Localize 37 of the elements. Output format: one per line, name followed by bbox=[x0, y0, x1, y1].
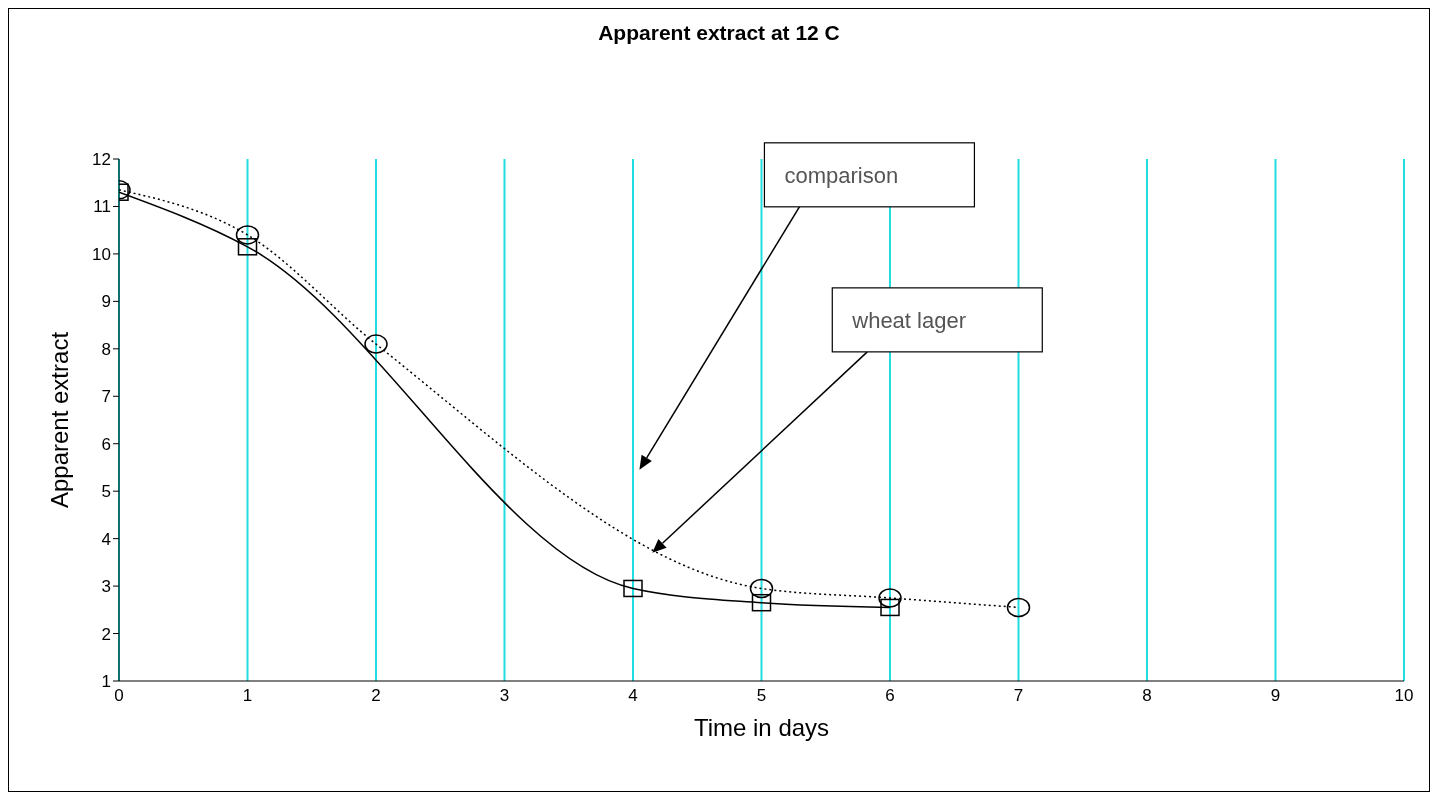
x-tick-label: 8 bbox=[1142, 686, 1152, 706]
y-tick-label: 6 bbox=[101, 434, 111, 454]
y-tick-label: 4 bbox=[101, 529, 111, 549]
text: comparison bbox=[784, 162, 899, 188]
x-tick-label: 10 bbox=[1394, 686, 1414, 706]
point bbox=[878, 588, 902, 608]
y-tick-label: 8 bbox=[101, 339, 111, 359]
x-tick-label: 1 bbox=[242, 686, 253, 706]
point bbox=[364, 334, 388, 354]
x-tick-label: 3 bbox=[499, 686, 510, 706]
x-tick-label: 9 bbox=[1270, 686, 1281, 706]
point bbox=[1006, 597, 1031, 618]
y-tick-label: 11 bbox=[93, 197, 111, 217]
point bbox=[623, 579, 643, 598]
y-tick-label: 7 bbox=[101, 387, 111, 407]
x-tick-label: 7 bbox=[1013, 686, 1024, 706]
y-axis-title: Apparent extract bbox=[45, 331, 73, 509]
x-axis-title: Time in days bbox=[693, 714, 830, 741]
y-tick-label: 2 bbox=[101, 624, 111, 644]
y-tick-label: 5 bbox=[101, 482, 111, 502]
y-tick-label: 9 bbox=[101, 292, 111, 312]
y-tick-label: 12 bbox=[92, 150, 111, 170]
y-tick-label: 3 bbox=[101, 577, 111, 597]
x-tick-label: 5 bbox=[756, 686, 767, 706]
point bbox=[237, 238, 258, 256]
y-tick-label: 10 bbox=[92, 244, 111, 264]
chart-title: Apparent extract at 12 C bbox=[597, 21, 841, 45]
text: wheat lager bbox=[851, 307, 967, 333]
x-tick-label: 0 bbox=[114, 686, 124, 706]
x-tick-label: 2 bbox=[371, 686, 381, 706]
point bbox=[751, 593, 772, 612]
point bbox=[749, 578, 774, 599]
point bbox=[235, 225, 260, 245]
point bbox=[880, 598, 900, 617]
y-tick-label: 1 bbox=[101, 672, 111, 692]
x-tick-label: 4 bbox=[628, 686, 638, 706]
x-tick-label: 6 bbox=[885, 686, 895, 706]
